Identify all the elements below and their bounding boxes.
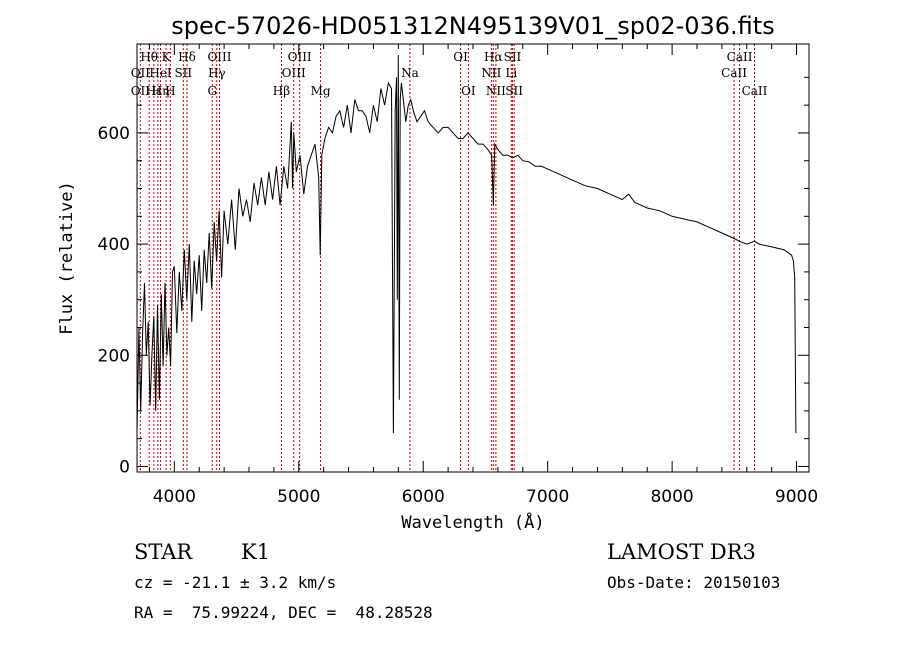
- line-label: SII: [174, 66, 192, 80]
- line-label: HeI: [149, 66, 172, 80]
- line-label: OI: [453, 50, 468, 64]
- line-label: Hδ: [178, 50, 196, 64]
- line-label: Hθ: [140, 50, 158, 64]
- line-label: OII: [131, 84, 151, 98]
- coordinates: RA = 75.99224, DEC = 48.28528: [134, 603, 433, 622]
- object-subclass: K1: [241, 540, 271, 564]
- x-axis-label: Wavelength (Å): [401, 511, 544, 533]
- line-label: OI: [461, 84, 476, 98]
- survey-name: LAMOST DR3: [607, 540, 756, 564]
- y-axis-label: Flux (relative): [57, 181, 77, 335]
- line-label: Hε: [145, 84, 162, 98]
- line-label: OIII: [282, 66, 306, 80]
- line-label: Hβ: [273, 84, 290, 98]
- observation-date: Obs-Date: 20150103: [607, 573, 781, 592]
- y-tick-label: 600: [98, 124, 130, 144]
- line-label: CaII: [721, 66, 747, 80]
- line-markers: [139, 44, 755, 472]
- y-axis: 0 200 400 600: [98, 76, 809, 477]
- chart-title: spec-57026-HD051312N495139V01_sp02-036.f…: [171, 12, 774, 40]
- line-label: K: [162, 50, 172, 64]
- line-label: Hγ: [208, 66, 226, 80]
- x-axis: 4000 5000 6000 7000 8000 9000: [148, 44, 818, 507]
- line-label: CaII: [727, 50, 753, 64]
- line-label: G: [207, 84, 217, 98]
- line-label: Li: [505, 66, 517, 80]
- x-tick-label: 4000: [153, 487, 196, 507]
- line-label: Hη: [152, 84, 170, 98]
- x-tick-label: 6000: [402, 487, 445, 507]
- line-label: Hα: [484, 50, 503, 64]
- line-label: OIII: [207, 50, 231, 64]
- x-tick-label: 5000: [277, 487, 320, 507]
- spectrum-line: [136, 55, 797, 434]
- y-tick-label: 400: [98, 235, 130, 255]
- x-tick-label: 7000: [526, 487, 569, 507]
- line-label: Mg: [311, 84, 331, 98]
- line-label: OII: [131, 66, 151, 80]
- line-label: OIII: [288, 50, 312, 64]
- line-label: CaII: [742, 84, 768, 98]
- object-class: STAR: [134, 540, 193, 564]
- redshift-value: cz = -21.1 ± 3.2 km/s: [134, 573, 337, 592]
- y-tick-label: 200: [98, 346, 130, 366]
- plot-frame: [136, 43, 810, 473]
- line-label: NII: [481, 66, 501, 80]
- line-label: SII: [504, 50, 522, 64]
- line-label: NII: [486, 84, 506, 98]
- line-label: SII: [505, 84, 523, 98]
- x-tick-label: 9000: [775, 487, 818, 507]
- line-label: Na: [401, 66, 419, 80]
- y-tick-label: 0: [119, 457, 130, 477]
- line-label: H: [165, 84, 175, 98]
- x-tick-label: 8000: [650, 487, 693, 507]
